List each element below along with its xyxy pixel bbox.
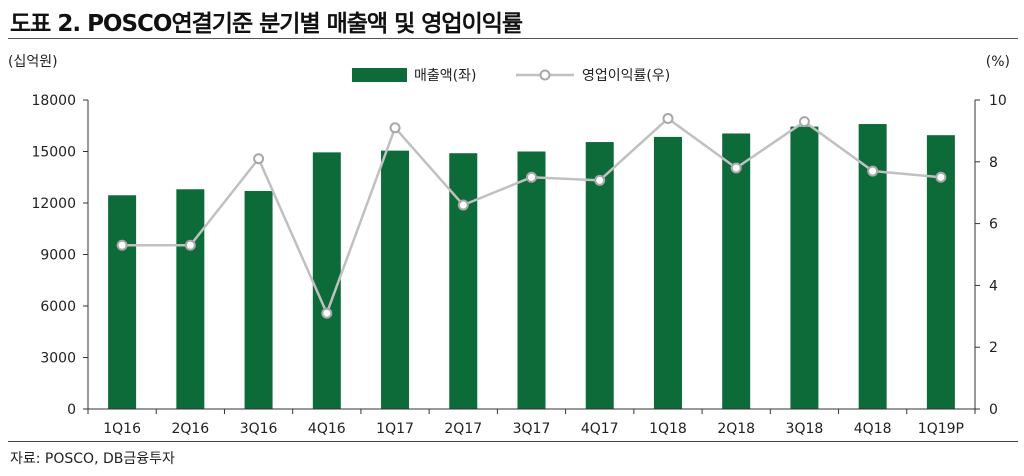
y-left-tick-label: 6000	[40, 299, 76, 315]
margin-point-1Q17	[389, 122, 401, 134]
x-tick-label: 1Q17	[376, 421, 414, 437]
margin-point-4Q18	[867, 165, 879, 177]
x-tick-label: 3Q16	[240, 421, 278, 437]
legend-swatch-sales	[352, 68, 407, 82]
legend: 매출액(좌) 영업이익률(우)	[352, 68, 670, 84]
source-divider	[8, 441, 1018, 442]
x-tick-label: 1Q16	[103, 421, 141, 437]
y-right-unit: (%)	[986, 54, 1010, 70]
y-left-tick-label: 3000	[40, 351, 76, 367]
margin-point-1Q19P	[935, 171, 947, 183]
x-tick-label: 2Q18	[717, 421, 755, 437]
margin-point-1Q16	[116, 239, 128, 251]
legend-label-margin: 영업이익률(우)	[582, 68, 670, 84]
x-tick-label: 3Q17	[513, 421, 551, 437]
x-tick-label: 4Q16	[308, 421, 346, 437]
bar-4Q17	[585, 142, 614, 409]
line-series	[116, 113, 947, 319]
y-left-tick-label: 15000	[31, 145, 76, 161]
margin-point-4Q17	[594, 174, 606, 186]
margin-point-2Q18	[730, 162, 742, 174]
bar-2Q17	[449, 153, 478, 409]
x-tick-label: 4Q18	[854, 421, 892, 437]
source-note: 자료: POSCO, DB금융투자	[10, 451, 175, 467]
bar-2Q18	[722, 133, 751, 409]
y-right-tick-label: 2	[989, 340, 998, 356]
y-left-tick-label: 0	[67, 402, 76, 418]
y-right-tick-label: 0	[989, 402, 998, 418]
y-left-unit: (십억원)	[8, 54, 58, 70]
margin-point-3Q16	[253, 153, 265, 165]
margin-point-1Q18	[662, 113, 674, 125]
y-right-tick-label: 10	[989, 93, 1007, 109]
axes	[83, 99, 980, 414]
x-tick-label: 1Q18	[649, 421, 687, 437]
y-left-tick-label: 9000	[40, 248, 76, 264]
title-divider	[8, 38, 1018, 39]
margin-point-4Q16	[321, 307, 333, 319]
x-tick-label: 1Q19P	[918, 421, 964, 437]
legend-marker-margin	[539, 69, 551, 81]
x-tick-label: 2Q17	[444, 421, 482, 437]
y-right-tick-label: 8	[989, 155, 998, 171]
legend-label-sales: 매출액(좌)	[414, 68, 476, 84]
bar-series	[108, 124, 955, 410]
margin-point-2Q16	[184, 239, 196, 251]
y-right-tick-label: 6	[989, 217, 998, 233]
bar-4Q16	[312, 152, 341, 409]
margin-point-3Q18	[798, 116, 810, 128]
margin-point-2Q17	[457, 199, 469, 211]
chart-title: 도표 2. POSCO연결기준 분기별 매출액 및 영업이익률	[10, 11, 523, 37]
margin-point-3Q17	[526, 171, 537, 183]
tick-labels: 0 3000 6000 9000 12000 15000 18000 0 2 4 6 8 10 1Q16 2…	[31, 93, 1006, 437]
x-tick-label: 4Q17	[581, 421, 619, 437]
y-left-tick-label: 12000	[31, 196, 76, 212]
bar-1Q16	[108, 195, 137, 409]
bar-1Q18	[653, 136, 682, 410]
bar-2Q16	[176, 189, 205, 409]
x-tick-label: 3Q18	[786, 421, 824, 437]
bar-3Q16	[244, 190, 273, 409]
bar-1Q17	[381, 150, 410, 409]
bar-3Q18	[790, 126, 819, 409]
y-right-tick-label: 4	[989, 278, 998, 294]
y-left-tick-label: 18000	[31, 93, 76, 109]
bar-3Q17	[517, 151, 546, 409]
x-tick-label: 2Q16	[171, 421, 209, 437]
